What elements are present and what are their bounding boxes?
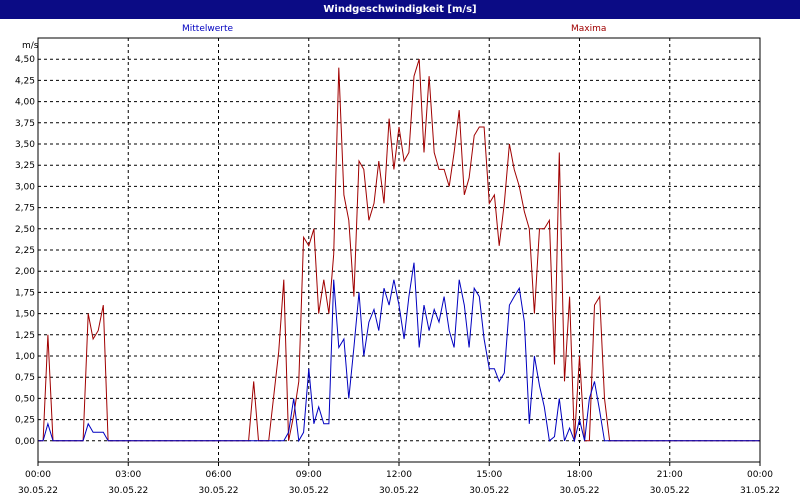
- x-tick-date: 30.05.22: [108, 486, 148, 496]
- x-tick-time: 03:00: [115, 470, 141, 480]
- y-tick-label: 0,00: [15, 437, 35, 447]
- y-tick-label: 1,00: [15, 352, 35, 362]
- y-tick-label: 4,00: [15, 98, 35, 108]
- x-tick-date: 30.05.22: [650, 486, 690, 496]
- x-tick-time: 06:00: [206, 470, 232, 480]
- y-tick-label: 3,50: [15, 140, 35, 150]
- y-tick-label: 4,50: [15, 55, 35, 65]
- x-tick-time: 15:00: [476, 470, 502, 480]
- x-tick-time: 12:00: [386, 470, 412, 480]
- x-axis-ticks: 00:00 30.05.22 03:00 30.05.22 06:00 30.05.22 0…: [18, 462, 780, 496]
- window-title: Windgeschwindigkeit [m/s]: [0, 0, 800, 19]
- y-axis-ticks: 0,00 0,25 0,50 0,75 1,00 1,25 1,50 1,75 2,00 2,25…: [15, 55, 35, 447]
- x-tick-date: 30.05.22: [18, 486, 58, 496]
- y-tick-label: 3,75: [15, 119, 35, 129]
- y-tick-label: 0,25: [15, 416, 35, 426]
- x-tick-date: 30.05.22: [559, 486, 599, 496]
- y-tick-label: 4,25: [15, 76, 35, 86]
- x-tick-date: 30.05.22: [469, 486, 509, 496]
- x-tick-time: 00:00: [747, 470, 773, 480]
- y-tick-label: 3,00: [15, 182, 35, 192]
- y-tick-label: 1,25: [15, 331, 35, 341]
- x-tick-time: 18:00: [567, 470, 593, 480]
- x-tick-date: 30.05.22: [379, 486, 419, 496]
- y-tick-label: 3,25: [15, 161, 35, 171]
- x-tick-time: 09:00: [296, 470, 322, 480]
- y-tick-label: 2,50: [15, 225, 35, 235]
- series-line-mittelwerte: [38, 262, 760, 443]
- y-tick-label: 1,50: [15, 310, 35, 320]
- series-lines: [38, 59, 760, 443]
- y-tick-label: 2,75: [15, 204, 35, 214]
- y-tick-label: 2,00: [15, 267, 35, 277]
- x-tick-date: 30.05.22: [198, 486, 238, 496]
- x-tick-time: 21:00: [657, 470, 683, 480]
- grid: [38, 38, 760, 462]
- x-tick-time: 00:00: [25, 470, 51, 480]
- series-line-maxima: [38, 59, 760, 442]
- legend-mittelwerte: Mittelwerte: [182, 24, 234, 34]
- x-tick-date: 31.05.22: [740, 486, 780, 496]
- y-axis-label: m/s: [22, 41, 39, 51]
- plot-frame: [37, 37, 761, 463]
- y-tick-label: 0,75: [15, 373, 35, 383]
- y-tick-label: 1,75: [15, 288, 35, 298]
- y-tick-label: 0,50: [15, 394, 35, 404]
- legend-maxima: Maxima: [571, 24, 607, 34]
- x-tick-date: 30.05.22: [289, 486, 329, 496]
- y-tick-label: 2,25: [15, 246, 35, 256]
